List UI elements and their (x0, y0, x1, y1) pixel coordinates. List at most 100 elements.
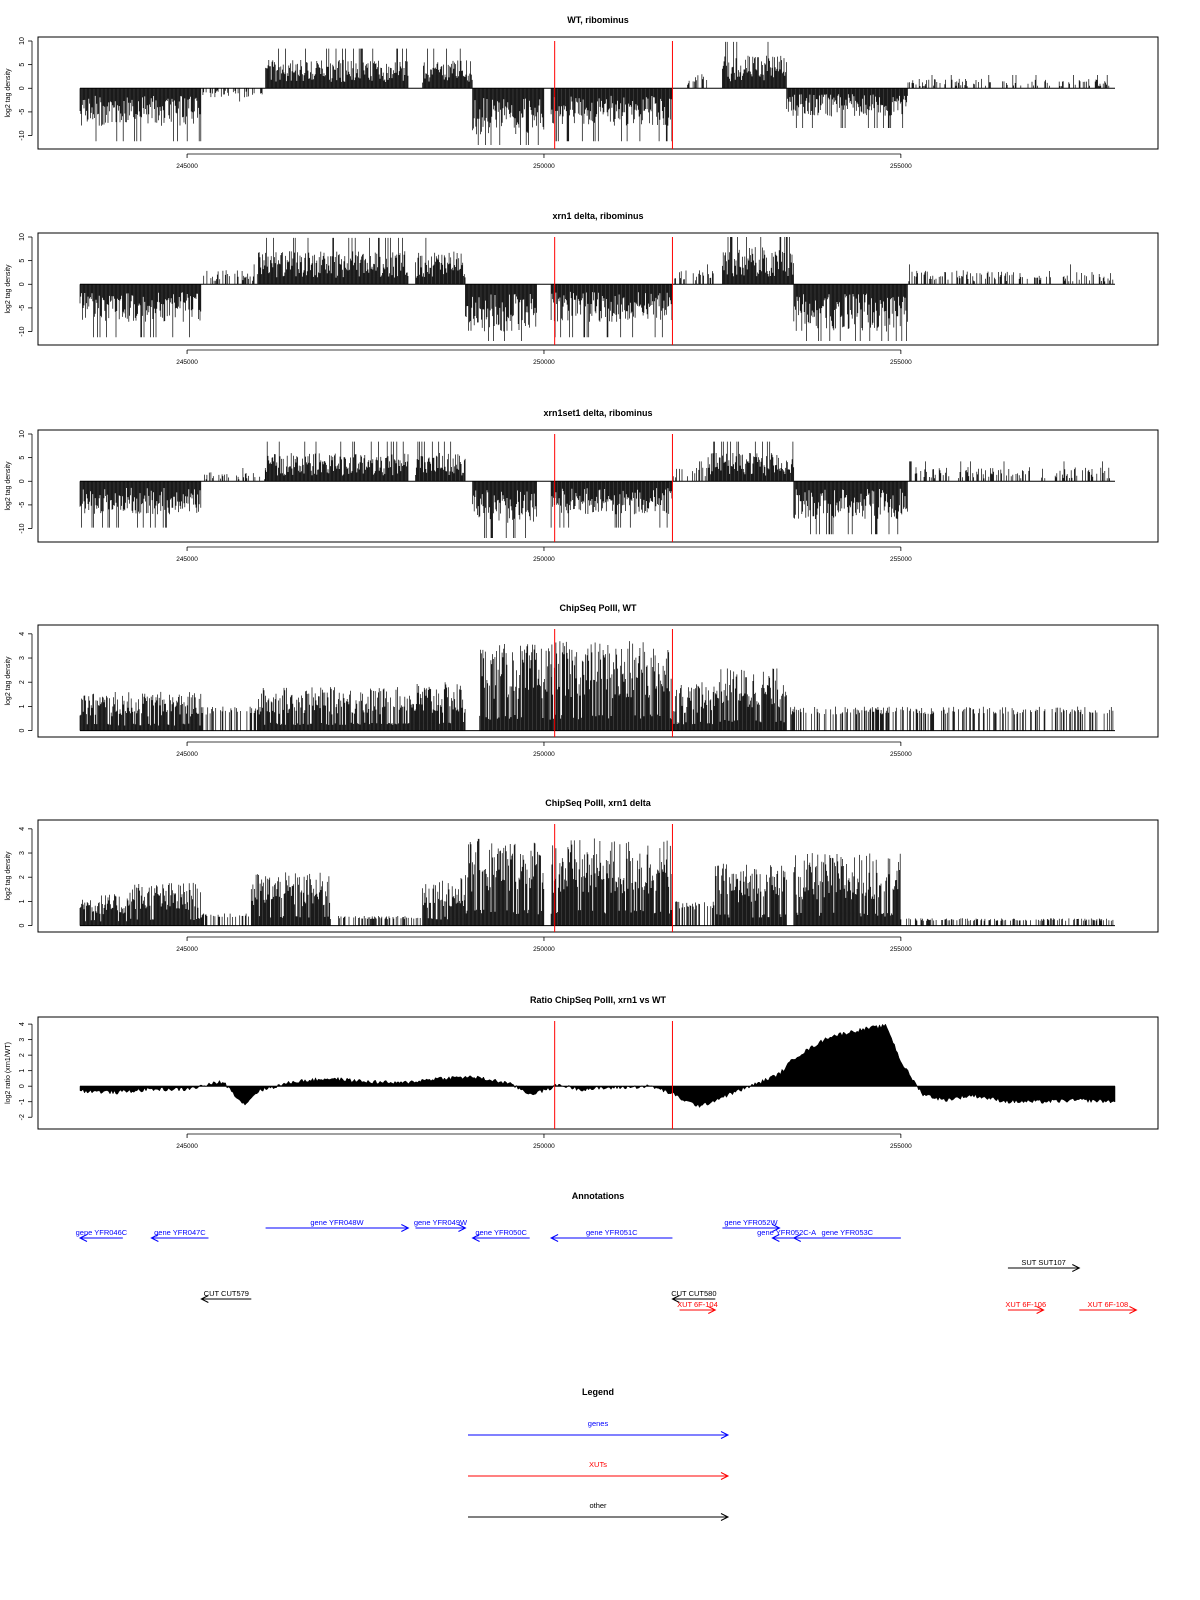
y-tick-label: 0 (19, 1084, 26, 1088)
x-tick-label: 250000 (533, 1143, 555, 1150)
y-tick-label: 0 (19, 479, 26, 483)
x-tick-label: 255000 (890, 163, 912, 170)
x-axis: 245000 250000 255000 (176, 741, 912, 758)
signal-segment-9 (793, 481, 908, 535)
feature-label: gene YFR053C (822, 1228, 874, 1237)
y-tick-label: 0 (19, 282, 26, 286)
x-axis: 245000 250000 255000 (176, 546, 912, 563)
y-tick-label: 5 (19, 456, 26, 460)
annotations-title: Annotations (572, 1191, 625, 1201)
signal-segment-6 (550, 641, 673, 731)
signal-segment-1 (79, 894, 130, 926)
signal-segment-8 (722, 237, 794, 285)
feature-label: XUT 6F-104 (677, 1300, 718, 1309)
x-tick-label: 255000 (890, 1143, 912, 1150)
signal-segment-4 (415, 237, 466, 285)
signal-segment-9 (786, 88, 908, 128)
y-tick-label: -10 (19, 130, 26, 140)
x-tick-label: 255000 (890, 946, 912, 953)
chart-title: xrn1set1 delta, ribominus (543, 408, 652, 418)
signal-segment-4 (415, 682, 466, 731)
annotation-feature: gene YFR052C-A (757, 1228, 816, 1242)
y-axis: 4 3 2 1 0 (19, 827, 33, 928)
annotation-feature: gene YFR050C (471, 1228, 530, 1242)
legend-item: other (468, 1501, 730, 1521)
chart-title: ChipSeq PolII, xrn1 delta (545, 798, 652, 808)
y-tick-label: 10 (19, 37, 26, 45)
y-tick-label: 3 (19, 851, 26, 855)
x-axis: 245000 250000 255000 (176, 349, 912, 366)
annotation-feature: CUT CUT579 (200, 1289, 252, 1303)
chart-panel-6: Ratio ChipSeq PolII, xrn1 vs WT 4 3 2 1 0 -1 -2… (5, 995, 1159, 1150)
annotation-feature: SUT SUT107 (1007, 1258, 1081, 1272)
signal-segment-10 (714, 863, 787, 926)
x-tick-label: 245000 (176, 556, 198, 563)
signal-segment-2 (202, 88, 263, 102)
feature-arrowhead (150, 1234, 159, 1242)
signal-segment-3 (265, 48, 409, 89)
x-axis: 245000 250000 255000 (176, 153, 912, 170)
data-marks (79, 237, 1115, 341)
feature-arrowhead (471, 1234, 480, 1242)
y-axis: 10 5 0 -5 -10 (19, 233, 33, 337)
chart-title: WT, ribominus (567, 15, 629, 25)
legend-item: XUTs (468, 1460, 730, 1480)
chart-title: Ratio ChipSeq PolII, xrn1 vs WT (530, 995, 667, 1005)
y-axis: 10 5 0 -5 -10 (19, 37, 33, 141)
signal-segment-8 (550, 838, 673, 926)
plot-frame (37, 1016, 1159, 1130)
x-tick-label: 255000 (890, 359, 912, 366)
feature-label: XUT 6F-108 (1088, 1300, 1129, 1309)
chart-panel-5: ChipSeq PolII, xrn1 delta 4 3 2 1 0 log2 tag d… (5, 798, 1159, 953)
signal-segment-8 (714, 668, 787, 731)
x-tick-label: 250000 (533, 359, 555, 366)
legend-swatch-arrowhead (720, 1472, 730, 1480)
y-tick-label: 3 (19, 656, 26, 660)
chart-panel-1: WT, ribominus 10 5 0 -5 -10 log2 tag density 24… (5, 15, 1159, 170)
y-tick-label: 2 (19, 875, 26, 879)
y-tick-label: 1 (19, 704, 26, 708)
x-tick-label: 245000 (176, 1143, 198, 1150)
signal-segment-8 (707, 441, 795, 482)
annotation-feature: gene YFR049W (414, 1218, 468, 1232)
signal-segment-3 (265, 441, 409, 482)
signal-segment-6 (422, 878, 466, 926)
y-axis-label: log2 tag density (5, 656, 12, 706)
x-tick-label: 245000 (176, 946, 198, 953)
signal-segment-7 (672, 682, 716, 731)
plot-frame (37, 624, 1159, 738)
feature-label: gene YFR049W (414, 1218, 468, 1227)
signal-segment-7 (465, 838, 545, 926)
chart-title: ChipSeq PolII, WT (560, 603, 637, 613)
chart-title: xrn1 delta, ribominus (552, 211, 643, 221)
x-tick-label: 245000 (176, 163, 198, 170)
annotation-feature: XUT 6F-106 (1005, 1300, 1046, 1314)
signal-segment-5 (465, 284, 537, 341)
signal-segment-9 (793, 284, 908, 341)
x-tick-label: 250000 (533, 751, 555, 758)
y-tick-label: 5 (19, 259, 26, 263)
data-marks (79, 441, 1115, 538)
signal-segment-1 (79, 88, 202, 142)
legend-label: genes (588, 1419, 609, 1428)
plot-frame (37, 232, 1159, 346)
feature-arrowhead (792, 1234, 802, 1242)
signal-segment-5 (479, 644, 552, 731)
y-tick-label: 5 (19, 63, 26, 67)
signal-segment-10 (900, 706, 1114, 731)
y-tick-label: 2 (19, 680, 26, 684)
plot-frame (37, 36, 1159, 150)
annotation-feature: gene YFR051C (549, 1228, 673, 1242)
y-tick-label: -5 (19, 502, 26, 508)
y-tick-label: 4 (19, 827, 26, 831)
signal-segment-4 (422, 48, 473, 89)
feature-label: gene YFR052W (724, 1218, 778, 1227)
x-tick-label: 255000 (890, 556, 912, 563)
signal-segment-2 (203, 264, 258, 285)
feature-arrowhead (549, 1234, 559, 1242)
feature-arrowhead (671, 1295, 680, 1303)
signal-segment-6 (550, 481, 673, 528)
y-tick-label: 4 (19, 1022, 26, 1026)
legend-label: other (589, 1501, 607, 1510)
data-marks (79, 838, 1115, 927)
